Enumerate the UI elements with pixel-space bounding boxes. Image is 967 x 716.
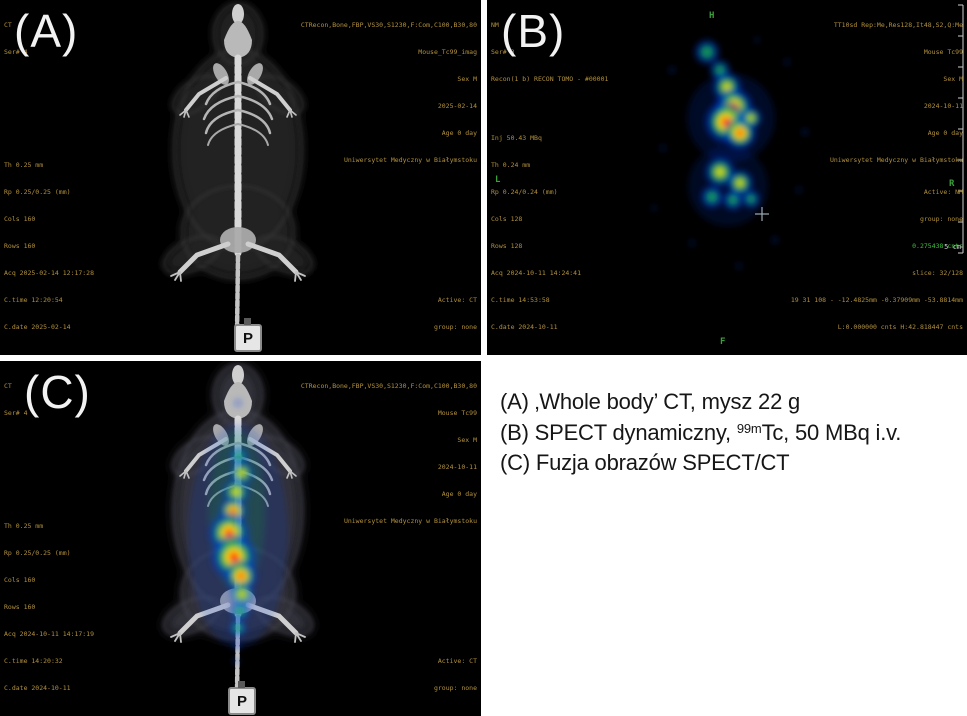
- panel-spect: (B) NM Ser# 3 Recon(1 b) RECON TOMO - #0…: [487, 0, 967, 355]
- panel-a-overlay-bottom-left: Th 0.25 mm Rp 0.25/0.25 (mm) Cols 160 Ro…: [4, 143, 94, 350]
- figure-caption: (A) ‚Whole body’ CT, mysz 22 g (B) SPECT…: [487, 361, 967, 479]
- ctime-label: C.time 14:20:32: [4, 657, 63, 665]
- study-name: Mouse Tc99: [923, 48, 963, 56]
- cdate-label: C.date 2025-02-14: [4, 323, 71, 331]
- rows-label: Rows 128: [491, 242, 523, 250]
- active-modality-label: Active: NM: [923, 188, 963, 196]
- thickness-label: Th 0.25 mm: [4, 161, 44, 169]
- caption-panel: (A) ‚Whole body’ CT, mysz 22 g (B) SPECT…: [487, 361, 967, 716]
- orientation-feet: F: [720, 337, 726, 347]
- position-marker-p: P: [228, 681, 256, 715]
- panel-c-overlay-top-left: CT Ser# 4: [4, 364, 27, 436]
- active-modality-label: Active: CT: [437, 657, 477, 665]
- panel-c-overlay-bottom-right: Active: CT group: none: [434, 639, 477, 711]
- group-label: group: none: [919, 215, 963, 223]
- institution-label: Uniwersytet Medyczny w Białymstoku: [343, 517, 477, 525]
- cols-label: Cols 160: [4, 215, 36, 223]
- caption-line-b: (B) SPECT dynamiczny, 99mTc, 50 MBq i.v.: [500, 418, 957, 449]
- fusion-mouse-image[interactable]: [0, 361, 481, 716]
- caption-line-a: (A) ‚Whole body’ CT, mysz 22 g: [500, 389, 801, 414]
- resolution-label: Rp 0.24/0.24 (mm): [491, 188, 558, 196]
- caption-line-c: (C) Fuzja obrazów SPECT/CT: [500, 450, 790, 475]
- cols-label: Cols 128: [491, 215, 523, 223]
- panel-fusion: (C) CT Ser# 4 CTRecon,Bone,FBP,VS30,S123…: [0, 361, 481, 716]
- cursor-coordinates: 19 31 108 - -12.4825mm -0.37909mm -53.88…: [790, 296, 963, 304]
- panel-a-overlay-top-left: CT Ser# 4: [4, 3, 27, 75]
- panel-c-label: (C): [24, 366, 91, 418]
- recon-params: CTRecon,Bone,FBP,VS30,S1230,F:Com,C100,B…: [300, 382, 477, 390]
- tc99m-superscript: 99m: [736, 420, 762, 436]
- panel-b-overlay-top-right: TT10sd Rep:Me,Res128,It48,S2,Q:Me Mouse …: [830, 3, 963, 183]
- injected-dose-label: Inj 50.43 MBq: [491, 134, 542, 142]
- scale-ruler: [958, 4, 964, 254]
- cdate-label: C.date 2024-10-11: [491, 323, 558, 331]
- slice-indicator: slice: 32/128: [912, 269, 963, 277]
- ctime-label: C.time 12:20:54: [4, 296, 63, 304]
- study-date: 2024-10-11: [923, 102, 963, 110]
- sex-label: Sex M: [457, 436, 477, 444]
- scale-bar-label: 5 cm: [944, 243, 961, 251]
- study-name: Mouse_Tc99_imag: [418, 48, 477, 56]
- panel-a-overlay-bottom-right: Active: CT group: none: [434, 278, 477, 350]
- spect-hotspots: [651, 37, 808, 269]
- age-label: Age 0 day: [927, 129, 963, 137]
- series-label: Ser# 3: [491, 48, 515, 56]
- study-date: 2025-02-14: [437, 102, 477, 110]
- window-level-label: L:0.000000 cnts H:42.818447 cnts: [837, 323, 963, 331]
- panel-b-overlay-top-left: NM Ser# 3 Recon(1 b) RECON TOMO - #00001: [491, 3, 608, 102]
- sex-label: Sex M: [943, 75, 963, 83]
- acq-label: Acq 2024-10-11 14:24:41: [491, 269, 582, 277]
- panel-b-overlay-bottom-left: Inj 50.43 MBq Th 0.24 mm Rp 0.24/0.24 (m…: [491, 116, 581, 350]
- series-label: Ser# 4: [4, 48, 28, 56]
- panel-c-overlay-bottom-left: Th 0.25 mm Rp 0.25/0.25 (mm) Cols 160 Ro…: [4, 504, 94, 711]
- modality-label: CT: [4, 382, 12, 390]
- acq-label: Acq 2024-10-11 14:17:19: [4, 630, 95, 638]
- group-label: group: none: [433, 684, 477, 692]
- ctime-label: C.time 14:53:58: [491, 296, 550, 304]
- modality-label: NM: [491, 21, 499, 29]
- acq-label: Acq 2025-02-14 12:17:28: [4, 269, 95, 277]
- rows-label: Rows 160: [4, 603, 36, 611]
- caption-line-b-post: Tc, 50 MBq i.v.: [761, 419, 902, 445]
- active-modality-label: Active: CT: [437, 296, 477, 304]
- panel-a-label: (A): [14, 5, 79, 57]
- resolution-label: Rp 0.25/0.25 (mm): [4, 549, 71, 557]
- rows-label: Rows 160: [4, 242, 36, 250]
- crosshair-icon: [755, 207, 769, 221]
- study-name: Mouse Tc99: [437, 409, 477, 417]
- age-label: Age 0 day: [441, 129, 477, 137]
- orientation-head: H: [709, 11, 715, 21]
- thickness-label: Th 0.25 mm: [4, 522, 44, 530]
- cursor-counts-value: 0.275438 cnts: [912, 242, 963, 250]
- sex-label: Sex M: [457, 75, 477, 83]
- recon-params: TT10sd Rep:Me,Res128,It48,S2,Q:Me: [833, 21, 963, 29]
- panel-a-overlay-top-right: CTRecon,Bone,FBP,VS30,S1230,F:Com,C100,B…: [301, 3, 477, 183]
- series-label: Ser# 4: [4, 409, 28, 417]
- institution-label: Uniwersytet Medyczny w Białymstoku: [829, 156, 963, 164]
- age-label: Age 0 day: [441, 490, 477, 498]
- resolution-label: Rp 0.25/0.25 (mm): [4, 188, 71, 196]
- spect-overlay: [188, 399, 288, 664]
- orientation-left: L: [495, 175, 501, 185]
- panel-c-overlay-top-right: CTRecon,Bone,FBP,VS30,S1230,F:Com,C100,B…: [301, 364, 477, 544]
- orientation-right: R: [949, 179, 955, 189]
- cdate-label: C.date 2024-10-11: [4, 684, 71, 692]
- panel-b-overlay-bottom-right: Active: NM group: none 0.275438 cnts sli…: [791, 170, 963, 350]
- panel-ct: (A) CT Ser# 4 CTRecon,Bone,FBP,VS30,S123…: [0, 0, 481, 355]
- position-marker-p: P: [234, 318, 262, 352]
- recon-label: Recon(1 b) RECON TOMO - #00001: [491, 75, 609, 83]
- thickness-label: Th 0.24 mm: [491, 161, 531, 169]
- panel-b-label: (B): [501, 5, 566, 57]
- study-date: 2024-10-11: [437, 463, 477, 471]
- spect-image[interactable]: [487, 0, 967, 355]
- cols-label: Cols 160: [4, 576, 36, 584]
- recon-params: CTRecon,Bone,FBP,VS30,S1230,F:Com,C100,B…: [300, 21, 477, 29]
- group-label: group: none: [433, 323, 477, 331]
- modality-label: CT: [4, 21, 12, 29]
- caption-line-b-pre: (B) SPECT dynamiczny,: [500, 419, 737, 445]
- institution-label: Uniwersytet Medyczny w Białymstoku: [343, 156, 477, 164]
